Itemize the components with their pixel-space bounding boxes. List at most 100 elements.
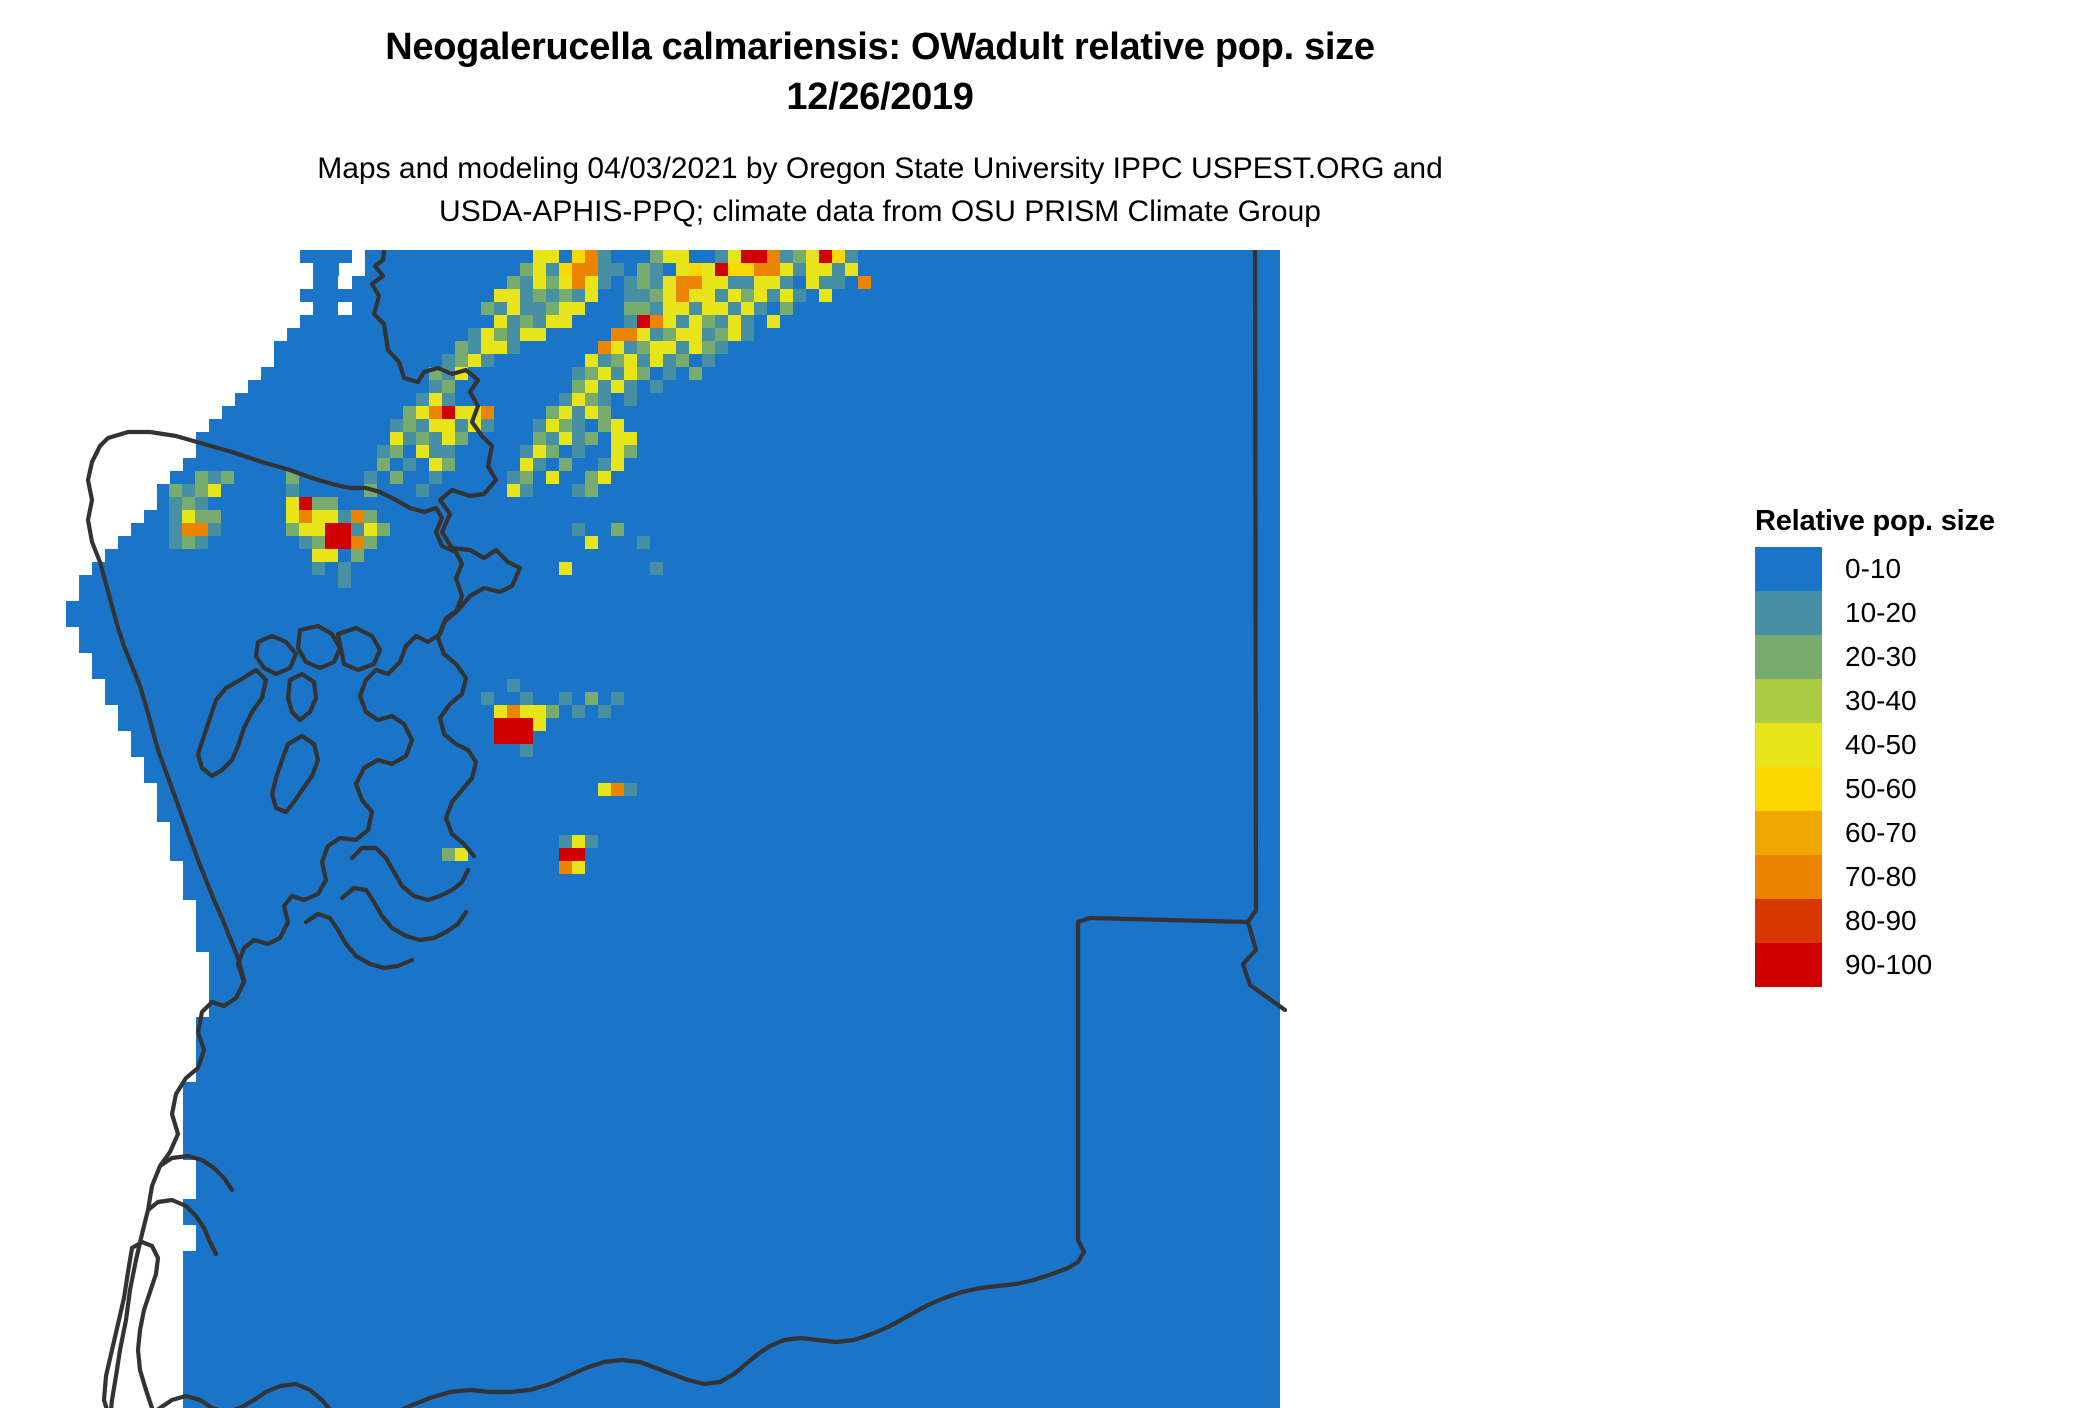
raster-cell <box>702 315 715 328</box>
raster-cell <box>832 250 845 263</box>
raster-cell <box>832 276 845 289</box>
raster-cell <box>637 289 650 302</box>
page-subtitle: Maps and modeling 04/03/2021 by Oregon S… <box>0 148 1760 233</box>
raster-cell <box>300 250 352 263</box>
raster-cell <box>507 315 520 328</box>
raster-cell <box>520 731 533 744</box>
raster-cell <box>312 562 325 575</box>
raster-cell <box>572 861 585 874</box>
raster-cell <box>728 263 741 276</box>
raster-cell <box>741 250 754 263</box>
raster-cell <box>728 289 741 302</box>
raster-cell <box>442 432 455 445</box>
subtitle-line-2: USDA-APHIS-PPQ; climate data from OSU PR… <box>439 194 1321 228</box>
legend-title: Relative pop. size <box>1755 505 1995 537</box>
legend-label: 60-70 <box>1845 817 1917 848</box>
raster-cell <box>624 354 637 367</box>
raster-cell <box>598 419 611 432</box>
raster-cell <box>585 471 598 484</box>
raster-cell <box>66 614 1280 627</box>
legend-swatch <box>1755 767 1822 811</box>
raster-cell <box>572 835 585 848</box>
raster-cell <box>105 692 1280 705</box>
raster-cell <box>325 549 338 562</box>
raster-cell <box>819 289 832 302</box>
raster-cell <box>196 1069 1280 1082</box>
boundary-line <box>85 443 247 983</box>
raster-cell <box>196 939 1280 952</box>
raster-cell <box>507 679 520 692</box>
raster-cell <box>494 341 507 354</box>
raster-cell <box>637 263 650 276</box>
raster-cell <box>169 510 182 523</box>
raster-cell <box>481 302 494 315</box>
raster-cell <box>208 523 221 536</box>
raster-cell <box>209 991 1280 1004</box>
raster-cell <box>66 601 1280 614</box>
raster-cell <box>196 1173 1280 1186</box>
raster-cell <box>338 523 351 536</box>
raster-cell <box>261 367 1280 380</box>
raster-cell <box>663 302 676 315</box>
raster-cell <box>559 458 572 471</box>
raster-cell <box>715 302 728 315</box>
raster-cell <box>507 718 520 731</box>
legend-label: 0-10 <box>1845 553 1902 584</box>
raster-cell <box>585 380 598 393</box>
boundary-line <box>285 671 319 723</box>
raster-cell <box>598 263 611 276</box>
raster-cell <box>598 367 611 380</box>
boundary-line <box>1240 250 1288 1013</box>
raster-cell <box>598 380 611 393</box>
raster-cell <box>546 250 559 263</box>
raster-cell <box>455 354 468 367</box>
raster-cell <box>195 484 208 497</box>
raster-cell <box>351 536 364 549</box>
raster-cell <box>780 302 793 315</box>
raster-cell <box>494 705 507 718</box>
raster-cell <box>338 562 351 575</box>
raster-cell <box>715 315 728 328</box>
raster-cell <box>650 250 663 263</box>
raster-cell <box>572 250 585 263</box>
raster-cell <box>429 458 442 471</box>
raster-cell <box>546 419 559 432</box>
raster-cell <box>209 965 1280 978</box>
raster-cell <box>157 796 1280 809</box>
raster-cell <box>196 1017 1280 1030</box>
raster-cell <box>468 328 481 341</box>
raster-cell <box>183 1394 1280 1408</box>
raster-cell <box>533 705 546 718</box>
raster-cell <box>169 497 182 510</box>
legend-label: 10-20 <box>1845 597 1917 628</box>
raster-cell <box>170 822 1280 835</box>
raster-cell <box>144 510 1280 523</box>
raster-cell <box>689 263 702 276</box>
raster-cell <box>377 523 390 536</box>
raster-cell <box>832 263 845 276</box>
raster-cell <box>183 887 1280 900</box>
raster-cell <box>183 1355 1280 1368</box>
raster-cell <box>767 250 780 263</box>
raster-cell <box>416 484 429 497</box>
raster-cell <box>170 471 1280 484</box>
raster-cell <box>183 1121 1280 1134</box>
raster-cell <box>507 276 520 289</box>
raster-cell <box>92 562 1280 575</box>
raster-cell <box>663 367 676 380</box>
raster-cell <box>442 848 455 861</box>
legend-row: 20-30 <box>1755 635 2085 679</box>
raster-cell <box>611 523 624 536</box>
raster-cell <box>338 536 351 549</box>
raster-cell <box>585 276 598 289</box>
raster-cell <box>585 354 598 367</box>
raster-cell <box>196 926 1280 939</box>
raster-cell <box>689 315 702 328</box>
raster-cell <box>312 523 325 536</box>
raster-cell <box>79 627 1280 640</box>
raster-cell <box>313 302 338 315</box>
raster-cell <box>741 263 754 276</box>
raster-cell <box>196 1186 1280 1199</box>
raster-cell <box>286 523 299 536</box>
raster-cell <box>624 328 637 341</box>
